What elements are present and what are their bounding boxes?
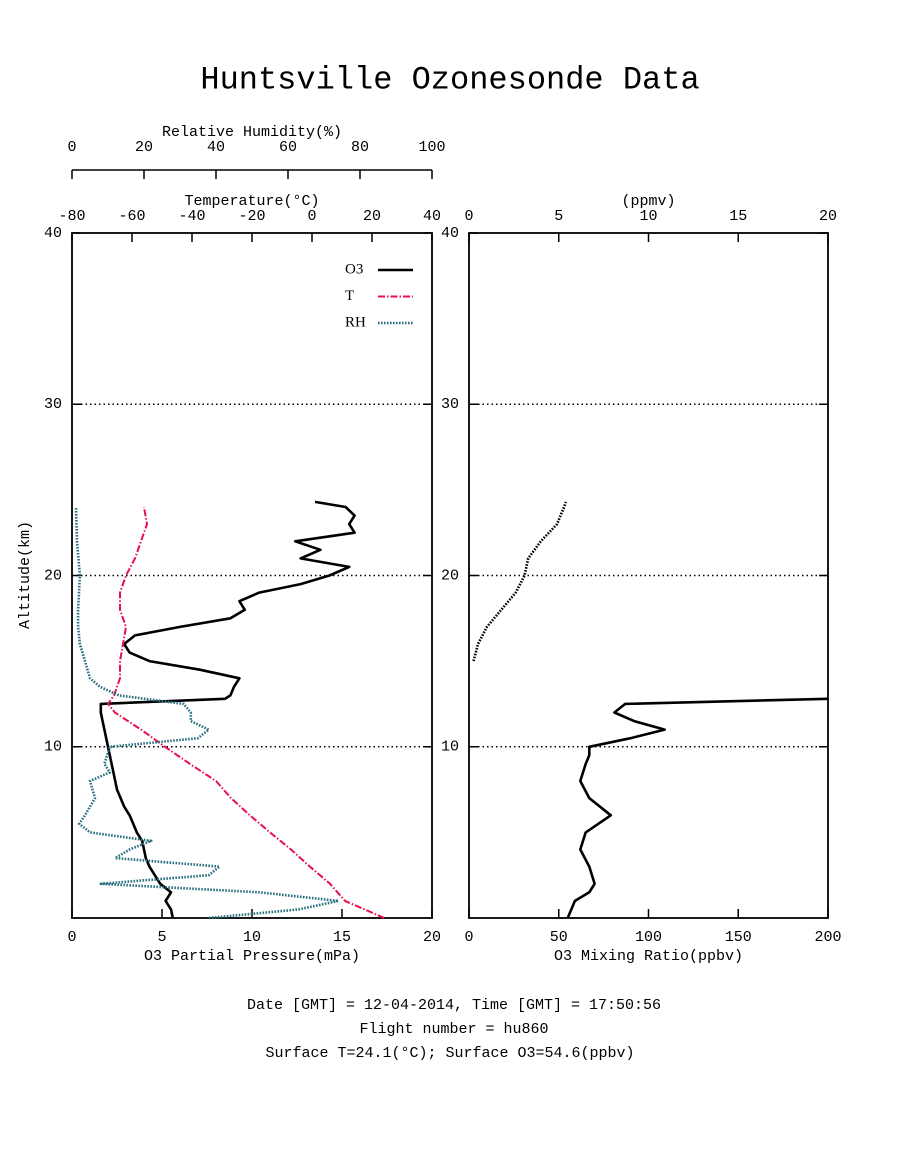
x-tick-label: 15: [729, 208, 747, 225]
x-tick-label: 15: [333, 929, 351, 946]
y-tick-label: 10: [441, 739, 459, 756]
y-tick-label: 10: [44, 739, 62, 756]
axis-title: Temperature(°C): [184, 193, 319, 210]
x-tick-label: 20: [135, 139, 153, 156]
x-tick-label: 100: [635, 929, 662, 946]
axis-title: O3 Mixing Ratio(ppbv): [554, 948, 743, 965]
data-line: [107, 506, 385, 919]
x-tick-label: 10: [243, 929, 261, 946]
y-tick-label: 30: [441, 396, 459, 413]
x-tick-label: 0: [67, 139, 76, 156]
x-tick-label: 40: [423, 208, 441, 225]
x-tick-label: 20: [363, 208, 381, 225]
x-tick-label: -20: [238, 208, 265, 225]
x-tick-label: 150: [725, 929, 752, 946]
x-tick-label: 20: [423, 929, 441, 946]
x-tick-label: -60: [118, 208, 145, 225]
x-tick-label: 40: [207, 139, 225, 156]
legend-label: RH: [345, 314, 366, 330]
y-tick-label: 40: [441, 225, 459, 242]
y-tick-label: 30: [44, 396, 62, 413]
x-tick-label: 200: [814, 929, 841, 946]
x-tick-label: 0: [307, 208, 316, 225]
x-tick-label: 0: [464, 208, 473, 225]
y-tick-label: 40: [44, 225, 62, 242]
legend-label: T: [345, 288, 354, 304]
note: Date [GMT] = 12-04-2014, Time [GMT] = 17…: [247, 997, 661, 1014]
note: Flight number = hu860: [359, 1021, 548, 1038]
x-tick-label: -80: [58, 208, 85, 225]
plot-frame: [71, 232, 433, 919]
x-tick-label: 100: [418, 139, 445, 156]
axis-title: O3 Partial Pressure(mPa): [144, 948, 360, 965]
x-tick-label: 0: [67, 929, 76, 946]
data-line: [472, 501, 568, 662]
x-tick-label: 10: [639, 208, 657, 225]
x-tick-label: 0: [464, 929, 473, 946]
data-line: [74, 506, 340, 920]
x-tick-label: 20: [819, 208, 837, 225]
x-tick-label: 80: [351, 139, 369, 156]
x-tick-label: 5: [157, 929, 166, 946]
x-tick-label: 60: [279, 139, 297, 156]
axis-title: (ppmv): [621, 193, 675, 210]
data-line: [566, 697, 829, 919]
y-tick-label: 20: [44, 567, 62, 584]
x-tick-label: 50: [550, 929, 568, 946]
y-tick-label: 20: [441, 567, 459, 584]
note: Surface T=24.1(°C); Surface O3=54.6(ppbv…: [265, 1045, 634, 1062]
chart-title: Huntsville Ozonesonde Data: [200, 61, 699, 98]
axis-title: Altitude(km): [17, 521, 34, 629]
axis-title: Relative Humidity(%): [162, 124, 342, 141]
plot-frame: [468, 232, 829, 919]
x-tick-label: -40: [178, 208, 205, 225]
legend-label: O3: [345, 261, 363, 277]
data-line: [99, 500, 356, 919]
x-tick-label: 5: [554, 208, 563, 225]
